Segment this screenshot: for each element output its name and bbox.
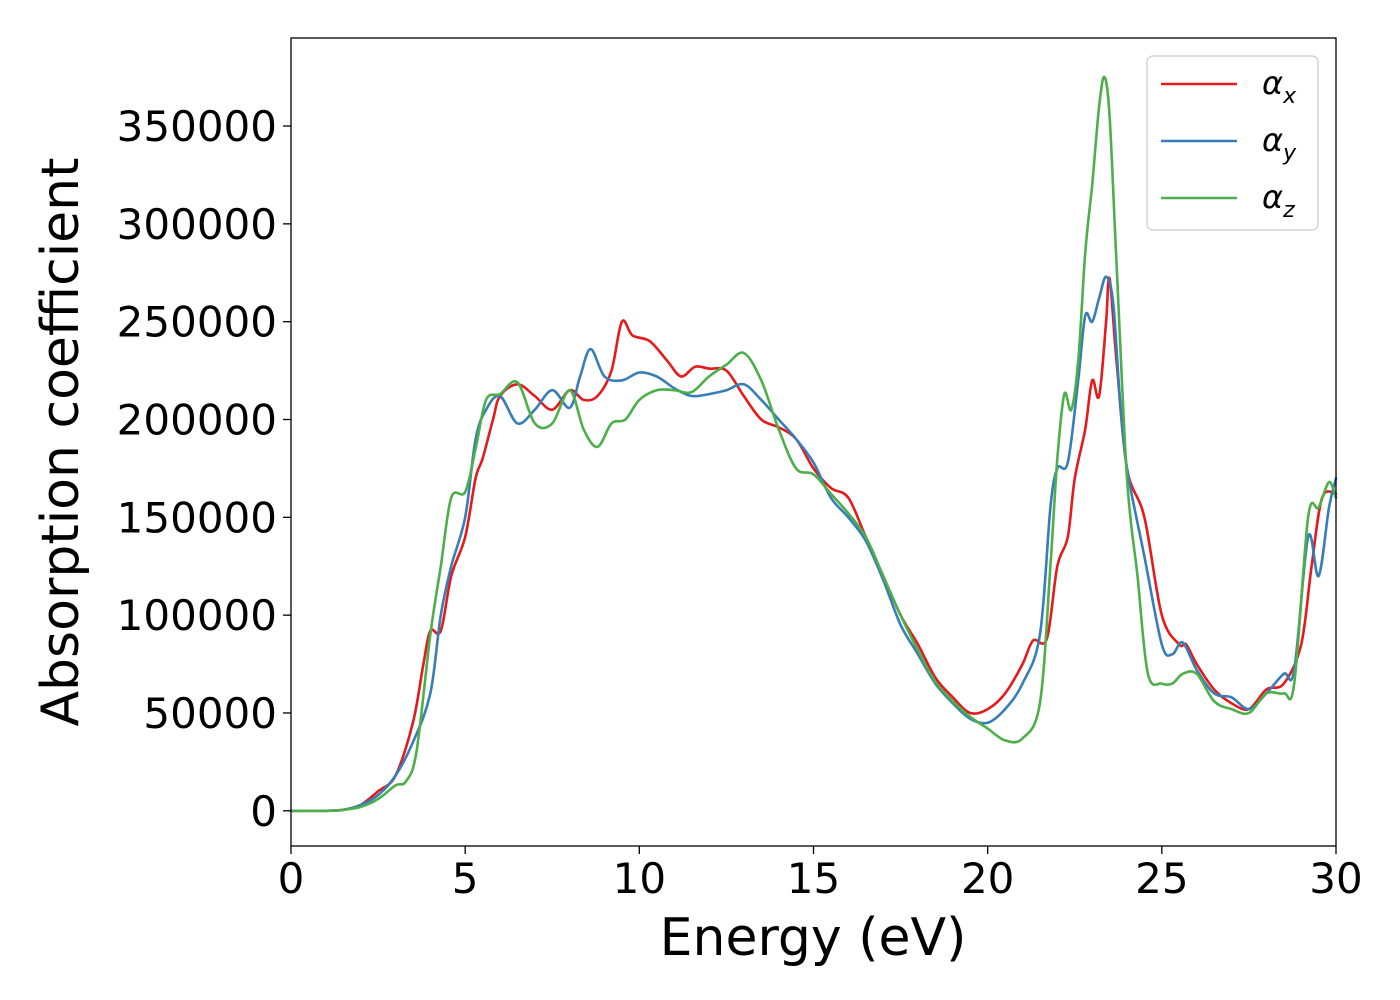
x-axis: 0 5 10 15 20 25 30 <box>278 846 1363 903</box>
x-tick-label: 25 <box>1135 854 1188 903</box>
x-tick-label: 0 <box>278 854 305 903</box>
legend-label-subscript: x <box>1282 84 1297 109</box>
legend-label-alpha-y: αy <box>1262 121 1297 166</box>
y-tick-label: 50000 <box>143 689 277 738</box>
series-layer <box>289 75 1338 813</box>
y-axis-label: Absorption coefficient <box>31 157 91 726</box>
x-tick-label: 20 <box>961 854 1014 903</box>
y-axis: 0 50000 100000 150000 200000 250000 300000 3500… <box>117 102 291 836</box>
legend-label-symbol: α <box>1262 178 1283 216</box>
y-tick-label: 150000 <box>117 493 277 542</box>
legend-label-alpha-z: αz <box>1262 178 1295 223</box>
series-line-alpha-y <box>289 275 1338 813</box>
legend-label-subscript: y <box>1282 141 1297 166</box>
x-tick-label: 10 <box>613 854 666 903</box>
y-tick-label: 350000 <box>117 102 277 151</box>
legend-box <box>1146 55 1319 231</box>
y-tick-label: 200000 <box>117 396 277 445</box>
x-tick-label: 5 <box>452 854 479 903</box>
legend-label-symbol: α <box>1262 64 1283 102</box>
y-tick-label: 250000 <box>117 298 277 347</box>
legend-label-subscript: z <box>1282 198 1295 223</box>
legend-label-symbol: α <box>1262 121 1283 159</box>
x-tick-label: 30 <box>1309 854 1362 903</box>
series-line-alpha-z <box>289 75 1338 813</box>
y-tick-label: 100000 <box>117 591 277 640</box>
legend-label-alpha-x: αx <box>1262 64 1297 109</box>
y-tick-label: 300000 <box>117 200 277 249</box>
y-tick-label: 0 <box>250 787 277 836</box>
x-axis-label: Energy (eV) <box>660 908 967 968</box>
series-line-alpha-x <box>289 276 1338 813</box>
x-tick-label: 15 <box>787 854 840 903</box>
